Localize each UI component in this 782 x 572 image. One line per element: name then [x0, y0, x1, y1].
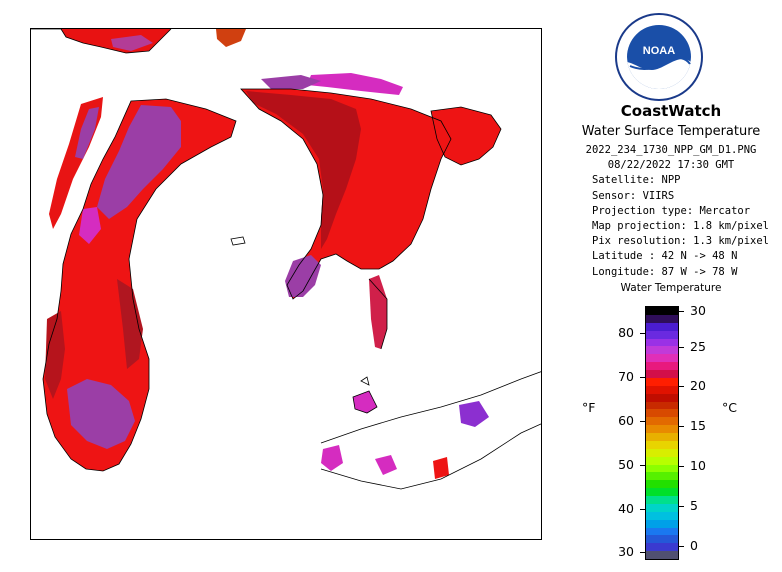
colorbar-swatch: [646, 433, 678, 441]
f-tick: 40: [618, 501, 634, 516]
f-tick: 60: [618, 413, 634, 428]
colorbar-swatch: [646, 488, 678, 496]
c-tickmark: [679, 506, 684, 507]
f-tick: 70: [618, 369, 634, 384]
colorbar-swatch: [646, 535, 678, 544]
colorbar-swatch: [646, 330, 678, 339]
f-tickmark: [640, 377, 645, 378]
colorbar-swatch: [646, 393, 678, 402]
f-tick: 50: [618, 457, 634, 472]
colorbar-swatch: [646, 511, 678, 520]
lake-st-clair: [353, 391, 377, 413]
noaa-logo: NOAA: [615, 13, 703, 101]
c-tickmark: [679, 426, 684, 427]
c-tick: 0: [690, 538, 698, 553]
f-tickmark: [640, 552, 645, 553]
c-tick: 10: [690, 458, 706, 473]
north-channel-purple: [261, 75, 321, 89]
colorbar-swatch: [646, 527, 678, 536]
green-bay-purple: [75, 107, 99, 159]
image-metadata: 2022_234_1730_NPP_GM_D1.PNG 08/22/2022 1…: [560, 143, 782, 280]
georgian-bay: [431, 107, 501, 165]
colorbar-swatch: [646, 370, 678, 378]
lake-superior-warm-patch: [216, 29, 246, 47]
f-tick: 30: [618, 544, 634, 559]
colorbar-swatch: [646, 472, 678, 481]
colorbar-swatch: [646, 314, 678, 323]
colorbar-swatch: [646, 385, 678, 394]
c-tickmark: [679, 347, 684, 348]
lake-michigan-purple-north: [97, 105, 181, 219]
meta-latitude: Latitude : 42 N -> 48 N: [592, 250, 738, 263]
unit-celsius: °C: [722, 400, 737, 415]
legend-title: Water Temperature: [620, 282, 722, 294]
f-tickmark: [640, 333, 645, 334]
meta-satellite: Satellite: NPP: [592, 174, 681, 187]
colorbar-swatch: [646, 377, 678, 386]
c-tickmark: [679, 311, 684, 312]
colorbar-swatch: [646, 425, 678, 433]
c-tick: 30: [690, 303, 706, 318]
logo-text: NOAA: [643, 45, 675, 57]
lake-michigan-purple-south: [67, 379, 135, 449]
colorbar-swatch: [646, 338, 678, 347]
c-tick: 20: [690, 378, 706, 393]
north-channel: [307, 73, 403, 95]
colorbar-swatch: [646, 456, 678, 465]
map-canvas: [31, 29, 541, 490]
c-tickmark: [679, 386, 684, 387]
c-tick: 15: [690, 418, 706, 433]
colorbar-swatch: [646, 464, 678, 473]
lake-michigan-darkred-west: [45, 311, 65, 399]
colorbar-swatch: [646, 417, 678, 426]
unit-fahrenheit: °F: [582, 400, 596, 415]
f-tick: 80: [618, 325, 634, 340]
colorbar-swatch: [646, 519, 678, 528]
meta-map-projection: Map projection: 1.8 km/pixel: [592, 220, 770, 233]
colorbar-swatch: [646, 448, 678, 457]
meta-filename: 2022_234_1730_NPP_GM_D1.PNG: [585, 144, 757, 156]
lake-erie-west: [321, 445, 343, 471]
lake-superior-purple: [111, 35, 153, 51]
meta-projection: Projection type: Mercator: [592, 204, 751, 217]
shorelines: [31, 29, 541, 490]
meta-pix-resolution: Pix resolution: 1.3 km/pixel: [592, 235, 770, 248]
colorbar-swatch: [646, 346, 678, 355]
colorbar-swatch: [646, 543, 678, 552]
meta-datetime: 08/22/2022 17:30 GMT: [607, 159, 735, 172]
lake-michigan-magenta: [79, 207, 101, 244]
colorbar-swatch: [646, 551, 678, 559]
c-tick: 5: [690, 498, 698, 513]
meta-longitude: Longitude: 87 W -> 78 W: [592, 265, 738, 278]
lake-huron-north: [241, 89, 451, 299]
lake-huron-purple-bay: [285, 255, 321, 297]
colorbar-swatch: [646, 401, 678, 410]
f-tickmark: [640, 509, 645, 510]
colorbar-swatch: [646, 480, 678, 489]
colorbar-swatch: [646, 322, 678, 331]
sst-map[interactable]: [30, 28, 542, 540]
colorbar-swatch: [646, 354, 678, 363]
colorbar-swatch: [646, 307, 678, 315]
c-tickmark: [679, 466, 684, 467]
c-tick: 25: [690, 339, 706, 354]
lake-michigan: [43, 99, 236, 471]
brand-title: CoastWatch: [620, 102, 722, 120]
meta-sensor: Sensor: VIIRS: [592, 189, 675, 202]
colorbar-swatch: [646, 496, 678, 504]
colorbar-swatch: [646, 362, 678, 370]
colorbar-swatch: [646, 503, 678, 512]
lake-erie-red-patch: [433, 457, 449, 479]
lake-michigan-darkred-east: [117, 279, 143, 369]
temperature-colorbar: [645, 306, 679, 560]
lake-erie-magenta: [375, 455, 397, 475]
f-tickmark: [640, 421, 645, 422]
colorbar-swatch: [646, 409, 678, 418]
lake-huron-darkred: [246, 91, 361, 249]
f-tickmark: [640, 465, 645, 466]
c-tickmark: [679, 546, 684, 547]
colorbar-swatch: [646, 440, 678, 449]
lake-erie-spots: [459, 401, 489, 427]
product-title: Water Surface Temperature: [581, 124, 761, 139]
